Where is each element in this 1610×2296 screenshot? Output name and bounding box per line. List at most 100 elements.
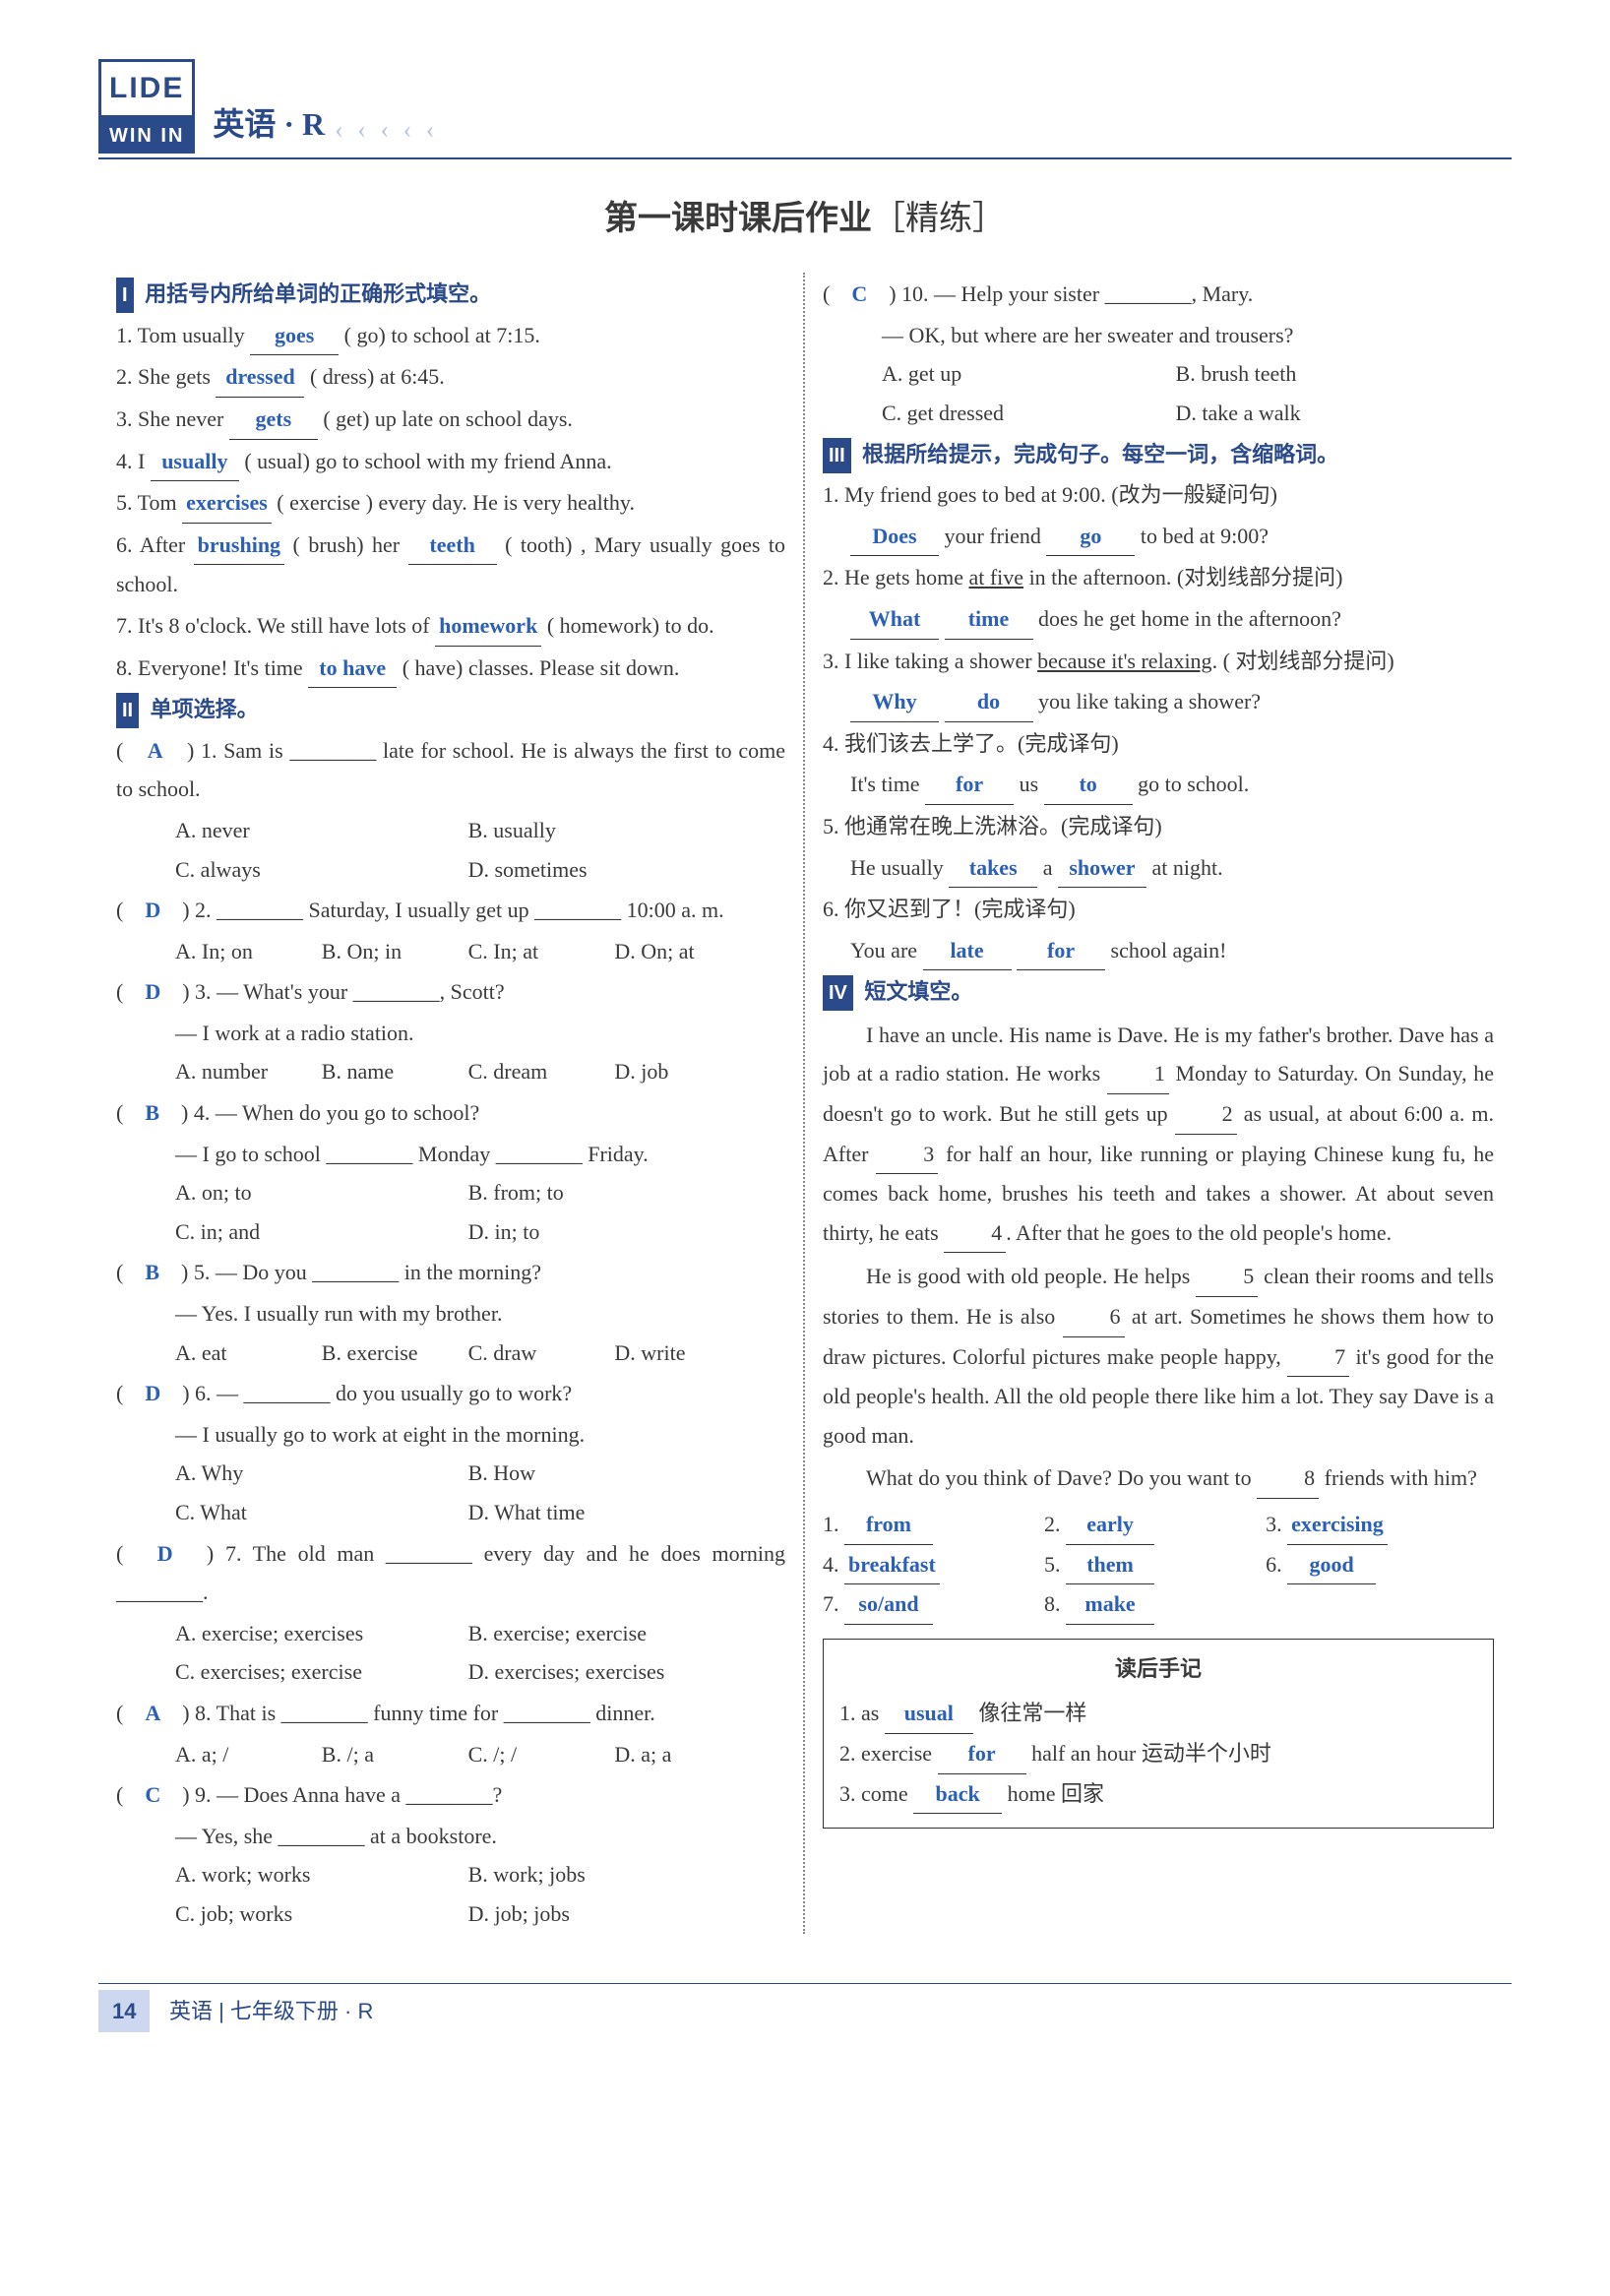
s2-q3-line2: — I work at a radio station. bbox=[116, 1014, 785, 1053]
option[interactable]: B. How bbox=[468, 1454, 762, 1493]
note-1: 1. as usual 像往常一样 bbox=[839, 1694, 1477, 1734]
option[interactable]: B. from; to bbox=[468, 1173, 762, 1212]
s4-p1: I have an uncle. His name is Dave. He is… bbox=[823, 1016, 1494, 1254]
option[interactable]: C. In; at bbox=[468, 932, 615, 971]
option[interactable]: C. in; and bbox=[175, 1212, 468, 1252]
option[interactable]: C. dream bbox=[468, 1052, 615, 1091]
s2-q6-opts: A. WhyB. HowC. WhatD. What time bbox=[116, 1454, 785, 1531]
option[interactable]: C. exercises; exercise bbox=[175, 1652, 468, 1692]
option[interactable]: C. get dressed bbox=[882, 394, 1176, 433]
answer-blank[interactable]: What bbox=[850, 599, 939, 640]
answer-blank[interactable]: brushing bbox=[194, 526, 284, 566]
answer-blank[interactable]: back bbox=[913, 1774, 1002, 1815]
answer-blank[interactable]: from bbox=[844, 1505, 933, 1545]
s2-q2-opts: A. In; onB. On; inC. In; atD. On; at bbox=[116, 932, 785, 971]
s2-q8: ( A ) 8. That is ________ funny time for… bbox=[116, 1694, 785, 1733]
answer-blank[interactable]: homework bbox=[435, 606, 541, 647]
option[interactable]: A. a; / bbox=[175, 1735, 322, 1774]
s3-q4-ans: It's time for us to go to school. bbox=[823, 765, 1494, 805]
option[interactable]: D. On; at bbox=[614, 932, 761, 971]
answer-blank[interactable]: do bbox=[945, 682, 1033, 722]
s2-q3-opts: A. numberB. nameC. dreamD. job bbox=[116, 1052, 785, 1091]
page-title: 第一课时课后作业［精练］ bbox=[98, 189, 1512, 249]
answer-blank[interactable]: exercises bbox=[182, 483, 272, 524]
section-2-title: 单项选择。 bbox=[151, 697, 259, 721]
answer-blank[interactable]: exercising bbox=[1287, 1505, 1388, 1545]
answer-blank[interactable]: usual bbox=[885, 1694, 973, 1734]
option[interactable]: B. usually bbox=[468, 811, 762, 850]
option[interactable]: B. /; a bbox=[322, 1735, 468, 1774]
option[interactable]: C. job; works bbox=[175, 1894, 468, 1934]
option[interactable]: D. write bbox=[614, 1334, 761, 1373]
option[interactable]: B. brush teeth bbox=[1176, 354, 1470, 394]
option[interactable]: B. On; in bbox=[322, 932, 468, 971]
s4-ans-1: 1. from bbox=[823, 1505, 1044, 1545]
content-columns: I 用括号内所给单词的正确形式填空。 1. Tom usually goes (… bbox=[98, 273, 1512, 1933]
option[interactable]: D. exercises; exercises bbox=[468, 1652, 762, 1692]
option[interactable]: A. number bbox=[175, 1052, 322, 1091]
answer-blank[interactable]: late bbox=[923, 931, 1012, 971]
answer-blank[interactable]: Why bbox=[850, 682, 939, 722]
answer-blank[interactable]: takes bbox=[949, 848, 1037, 889]
answer-blank[interactable]: usually bbox=[151, 442, 239, 482]
option[interactable]: D. What time bbox=[468, 1493, 762, 1532]
answer-blank[interactable]: go bbox=[1046, 517, 1135, 557]
cloze-blank[interactable]: 3 bbox=[876, 1135, 938, 1175]
option[interactable]: B. work; jobs bbox=[468, 1855, 762, 1894]
option[interactable]: A. Why bbox=[175, 1454, 468, 1493]
option[interactable]: B. exercise; exercise bbox=[468, 1614, 762, 1653]
answer-blank[interactable]: gets bbox=[229, 400, 318, 440]
cloze-blank[interactable]: 5 bbox=[1196, 1257, 1258, 1297]
answer-blank[interactable]: make bbox=[1066, 1584, 1154, 1625]
option[interactable]: D. in; to bbox=[468, 1212, 762, 1252]
answer-blank[interactable]: for bbox=[938, 1734, 1026, 1774]
answer-blank[interactable]: breakfast bbox=[844, 1545, 940, 1585]
answer-blank[interactable]: to bbox=[1044, 765, 1133, 805]
cloze-blank[interactable]: 1 bbox=[1107, 1054, 1169, 1094]
option[interactable]: C. always bbox=[175, 850, 468, 890]
option[interactable]: D. a; a bbox=[614, 1735, 761, 1774]
choice-answer: B bbox=[145, 1260, 159, 1284]
answer-blank[interactable]: them bbox=[1066, 1545, 1154, 1585]
s3-q1-ans: Does your friend go to bed at 9:00? bbox=[823, 517, 1494, 557]
cloze-blank[interactable]: 8 bbox=[1257, 1458, 1319, 1499]
option[interactable]: A. never bbox=[175, 811, 468, 850]
answer-blank[interactable]: teeth bbox=[408, 526, 497, 566]
answer-blank[interactable]: for bbox=[1017, 931, 1105, 971]
answer-blank[interactable]: to have bbox=[308, 649, 397, 689]
cloze-blank[interactable]: 2 bbox=[1175, 1094, 1237, 1135]
option[interactable]: A. exercise; exercises bbox=[175, 1614, 468, 1653]
note-3: 3. come back home 回家 bbox=[839, 1774, 1477, 1815]
reading-notes: 读后手记 1. as usual 像往常一样 2. exercise for h… bbox=[823, 1639, 1494, 1829]
option[interactable]: C. What bbox=[175, 1493, 468, 1532]
option[interactable]: C. draw bbox=[468, 1334, 615, 1373]
option[interactable]: D. take a walk bbox=[1176, 394, 1470, 433]
answer-blank[interactable]: for bbox=[925, 765, 1014, 805]
answer-blank[interactable]: good bbox=[1287, 1545, 1376, 1585]
s4-ans-6: 6. good bbox=[1266, 1545, 1487, 1585]
option[interactable]: C. /; / bbox=[468, 1735, 615, 1774]
answer-blank[interactable]: Does bbox=[850, 517, 939, 557]
title-sub: ［精练］ bbox=[872, 200, 1006, 237]
s2-q6-line2: — I usually go to work at eight in the m… bbox=[116, 1415, 785, 1455]
answer-blank[interactable]: goes bbox=[250, 316, 339, 356]
cloze-blank[interactable]: 6 bbox=[1063, 1297, 1125, 1337]
answer-blank[interactable]: dressed bbox=[216, 357, 304, 398]
option[interactable]: A. work; works bbox=[175, 1855, 468, 1894]
answer-blank[interactable]: early bbox=[1066, 1505, 1154, 1545]
answer-blank[interactable]: time bbox=[945, 599, 1033, 640]
option[interactable]: A. get up bbox=[882, 354, 1176, 394]
answer-blank[interactable]: so/and bbox=[844, 1584, 933, 1625]
option[interactable]: D. sometimes bbox=[468, 850, 762, 890]
option[interactable]: A. eat bbox=[175, 1334, 322, 1373]
answer-blank[interactable]: shower bbox=[1058, 848, 1146, 889]
option[interactable]: B. exercise bbox=[322, 1334, 468, 1373]
option[interactable]: D. job; jobs bbox=[468, 1894, 762, 1934]
title-main: 第一课时课后作业 bbox=[604, 200, 872, 237]
option[interactable]: A. on; to bbox=[175, 1173, 468, 1212]
cloze-blank[interactable]: 7 bbox=[1287, 1337, 1349, 1378]
option[interactable]: A. In; on bbox=[175, 932, 322, 971]
option[interactable]: D. job bbox=[614, 1052, 761, 1091]
option[interactable]: B. name bbox=[322, 1052, 468, 1091]
cloze-blank[interactable]: 4 bbox=[944, 1213, 1006, 1254]
